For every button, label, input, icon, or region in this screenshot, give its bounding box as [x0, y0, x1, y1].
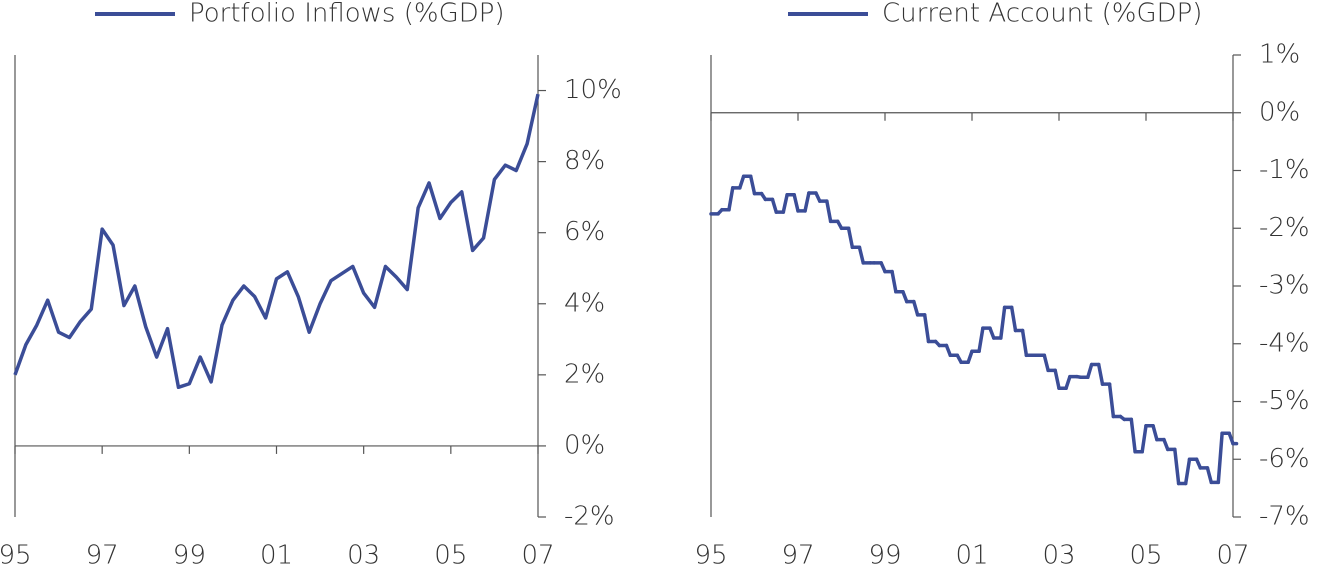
step-connector — [977, 326, 985, 354]
step-connector — [1096, 362, 1105, 386]
step-connector — [988, 326, 996, 340]
step-connector — [912, 299, 920, 317]
step-connector — [1183, 457, 1192, 486]
x-tick-label: 07 — [521, 541, 554, 569]
y-tick-label: 10% — [564, 75, 622, 105]
step-connector — [738, 174, 746, 190]
y-tick-label: 8% — [564, 146, 605, 176]
y-tick-label: 0% — [564, 430, 605, 460]
legend-label: Current Account (%GDP) — [882, 0, 1202, 29]
step-connector — [1053, 368, 1061, 390]
y-tick-label: -3% — [1259, 271, 1310, 301]
x-tick-label: 95 — [694, 541, 727, 569]
step-connector — [770, 197, 778, 214]
step-connector — [857, 245, 865, 265]
step-connector — [1162, 437, 1170, 452]
step-connector — [1227, 431, 1235, 446]
step-connector — [803, 191, 811, 213]
y-tick-label: 1% — [1259, 40, 1300, 70]
step-connector — [1086, 362, 1094, 379]
y-tick-label: 6% — [564, 217, 605, 247]
step-connector — [1009, 305, 1018, 333]
step-connector — [1064, 374, 1072, 390]
x-tick-label: 03 — [1042, 541, 1075, 569]
step-connector — [1216, 431, 1224, 485]
legend-label: Portfolio Inflows (%GDP) — [189, 0, 505, 29]
step-connector — [1020, 328, 1029, 358]
step-connector — [748, 174, 757, 196]
x-tick-label: 05 — [1129, 541, 1162, 569]
x-tick-label: 99 — [868, 541, 901, 569]
x-tick-label: 03 — [347, 541, 380, 569]
y-tick-label: -5% — [1259, 386, 1310, 416]
x-tick-label: 05 — [434, 541, 467, 569]
step-connector — [792, 193, 800, 213]
step-connector — [781, 193, 789, 214]
y-tick-label: -1% — [1259, 155, 1310, 185]
step-connector — [846, 226, 855, 250]
step-connector — [999, 305, 1007, 340]
x-tick-label: 07 — [1216, 541, 1249, 569]
x-tick-label: 01 — [260, 541, 293, 569]
step-connector — [1140, 424, 1148, 454]
y-tick-label: 0% — [1259, 97, 1300, 127]
x-tick-label: 01 — [955, 541, 988, 569]
step-connector — [901, 290, 909, 304]
step-connector — [890, 269, 898, 294]
step-connector — [1129, 417, 1137, 454]
y-tick-label: -7% — [1259, 502, 1310, 532]
step-connector — [944, 343, 952, 358]
step-connector — [1173, 447, 1181, 486]
step-connector — [922, 313, 931, 344]
y-tick-label: 2% — [564, 359, 605, 389]
y-tick-label: -6% — [1259, 444, 1310, 474]
step-connector — [1205, 466, 1213, 485]
step-connector — [727, 186, 735, 212]
x-tick-label: 99 — [173, 541, 206, 569]
step-connector — [1107, 382, 1116, 419]
step-connector — [1042, 353, 1050, 373]
y-tick-label: -4% — [1259, 328, 1310, 358]
x-tick-label: 97 — [86, 541, 119, 569]
x-tick-label: 95 — [0, 541, 32, 569]
y-tick-label: -2% — [1259, 213, 1310, 243]
y-tick-label: 4% — [564, 288, 605, 318]
step-connector — [966, 349, 974, 364]
step-connector — [1151, 424, 1159, 442]
x-tick-label: 97 — [781, 541, 814, 569]
series-line — [13, 93, 540, 390]
y-tick-label: -2% — [564, 502, 615, 532]
step-connector — [825, 199, 833, 224]
